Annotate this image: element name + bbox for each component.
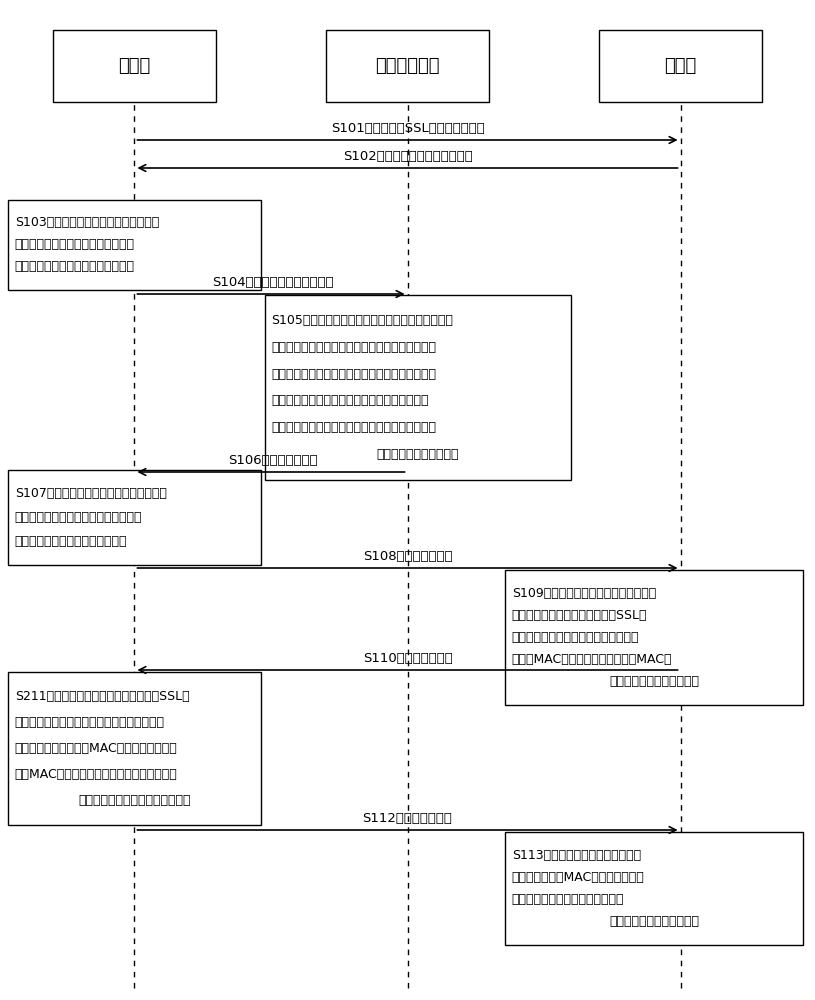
Text: 随机数加密为第一密文，使用自身私钥将第一密: 随机数加密为第一密文，使用自身私钥将第一密: [271, 394, 429, 407]
Text: 文进行解密，从中获得第一密文和客户: 文进行解密，从中获得第一密文和客户: [15, 511, 142, 524]
Text: 密，以得到对应的验证请求消息密文: 密，以得到对应的验证请求消息密文: [15, 260, 134, 273]
Bar: [326, 30, 489, 102]
Text: 户端进行后续通信的主密钥: 户端进行后续通信的主密钥: [609, 915, 699, 928]
Text: S101、发送建立SSL连接的请求消息: S101、发送建立SSL连接的请求消息: [331, 122, 484, 135]
Text: S108、发送第一密文: S108、发送第一密文: [363, 550, 452, 563]
Text: S112、发送第四密文: S112、发送第四密文: [363, 812, 452, 825]
Text: S113、使用第一密钥对第四密文进: S113、使用第一密钥对第四密文进: [512, 849, 641, 862]
Text: S105、使用其自身的私钥对验证请求消息密文进行: S105、使用其自身的私钥对验证请求消息密文进行: [271, 314, 453, 327]
Text: 文、客户端的标识、服务器的标识以及证书分发机: 文、客户端的标识、服务器的标识以及证书分发机: [271, 421, 436, 434]
Text: S211、使用相同的密钥生成算法，生成SSL连: S211、使用相同的密钥生成算法，生成SSL连: [15, 690, 189, 703]
Text: 为与服务器进行后续通信的主密钥: 为与服务器进行后续通信的主密钥: [78, 794, 191, 807]
Text: S110、发送第三密文: S110、发送第三密文: [363, 652, 452, 665]
Text: S109、使用服务器的私钥对第一密文进: S109、使用服务器的私钥对第一密文进: [512, 587, 656, 600]
Text: 解密，使用服务器公钥将客户端的标识、服务器的: 解密，使用服务器公钥将客户端的标识、服务器的: [271, 341, 436, 354]
Bar: [505, 832, 803, 945]
Bar: [8, 470, 261, 565]
Bar: [505, 570, 803, 705]
Text: 第二时间戳加密为第三密文: 第二时间戳加密为第三密文: [609, 675, 699, 688]
Bar: [53, 30, 216, 102]
Text: S104、发送验证请求消息密文: S104、发送验证请求消息密文: [212, 276, 334, 289]
Text: 客户端: 客户端: [118, 57, 151, 75]
Text: 接的第二密钥，对第三密文进行解密，使用预: 接的第二密钥，对第三密文进行解密，使用预: [15, 716, 165, 729]
Text: S107、使用证书分发机构的公钥对第二密: S107、使用证书分发机构的公钥对第二密: [15, 487, 166, 500]
Text: 构的标识加密为第二密文: 构的标识加密为第二密文: [377, 448, 459, 461]
Text: 服务器: 服务器: [664, 57, 697, 75]
Text: 设的散列算法生成第二MAC，使用第二密钥将: 设的散列算法生成第二MAC，使用第二密钥将: [15, 742, 178, 755]
Text: 证成功时，将第一密钥设置为与客: 证成功时，将第一密钥设置为与客: [512, 893, 624, 906]
Bar: [8, 200, 261, 290]
Bar: [8, 672, 261, 825]
Text: 接的第一密钥，使用预设的加密算法生: 接的第一密钥，使用预设的加密算法生: [512, 631, 639, 644]
Text: 成第一MAC，使用第一密钥将第一MAC和: 成第一MAC，使用第一密钥将第一MAC和: [512, 653, 672, 666]
Bar: [265, 295, 570, 480]
Text: 第二MAC加密为第四密文，并将第二密钥设置: 第二MAC加密为第四密文，并将第二密钥设置: [15, 768, 178, 781]
Text: 标识、第一时间戳、证书分发机构的标识以及第三: 标识、第一时间戳、证书分发机构的标识以及第三: [271, 368, 436, 381]
Text: S106、发送第二密文: S106、发送第二密文: [228, 454, 318, 467]
Text: S103、使用证书分发机构的公钥对待发: S103、使用证书分发机构的公钥对待发: [15, 217, 159, 230]
Text: 端、服务器的标志等信息进行验证: 端、服务器的标志等信息进行验证: [15, 535, 127, 548]
Text: S102、返回请求消息的响应消息: S102、返回请求消息的响应消息: [342, 150, 473, 163]
Text: 行解密，对第二MAC进行认证，当认: 行解密，对第二MAC进行认证，当认: [512, 871, 645, 884]
Text: 证书分发机构: 证书分发机构: [375, 57, 440, 75]
Text: 送的服务器证书验证请求消息进行加: 送的服务器证书验证请求消息进行加: [15, 238, 134, 251]
Bar: [599, 30, 762, 102]
Text: 行解密，使用密钥生成函数生成SSL连: 行解密，使用密钥生成函数生成SSL连: [512, 609, 647, 622]
